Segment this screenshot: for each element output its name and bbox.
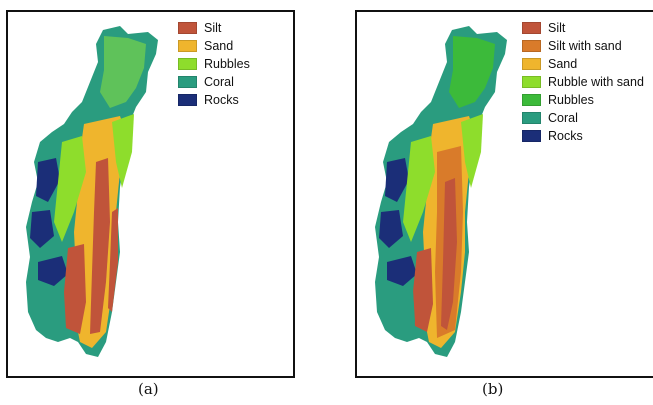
- silt-band-1: [441, 178, 457, 330]
- map-panel-b: Silt Silt with sand Sand Rubble with san…: [355, 10, 653, 378]
- legend-item: Silt: [178, 19, 250, 37]
- rubble-sand-east: [461, 114, 483, 188]
- legend-label: Rocks: [204, 93, 239, 107]
- legend-item: Rocks: [522, 127, 644, 145]
- legend-label: Sand: [204, 39, 234, 53]
- legend-label: Coral: [204, 75, 234, 89]
- legend-swatch: [522, 58, 541, 70]
- legend-swatch: [178, 94, 197, 106]
- legend-item: Sand: [178, 37, 250, 55]
- legend-item: Rocks: [178, 91, 250, 109]
- legend-item: Silt with sand: [522, 37, 644, 55]
- legend-swatch: [178, 76, 197, 88]
- legend-item: Rubbles: [178, 55, 250, 73]
- rocks-west-1: [385, 158, 409, 202]
- silt-band-3: [108, 208, 118, 312]
- caption-b: (b): [482, 380, 504, 398]
- legend-item: Coral: [522, 109, 644, 127]
- legend-label: Silt: [204, 21, 222, 35]
- legend-label: Coral: [548, 111, 578, 125]
- legend-label: Silt with sand: [548, 39, 622, 53]
- silt-band-2: [64, 244, 86, 334]
- legend-label: Sand: [548, 57, 578, 71]
- rocks-west-2: [379, 210, 403, 248]
- legend-label: Silt: [548, 21, 566, 35]
- rubbles-east: [112, 114, 134, 188]
- caption-a: (a): [138, 380, 159, 398]
- legend-item: Coral: [178, 73, 250, 91]
- legend-label: Rocks: [548, 129, 583, 143]
- rocks-west-3: [387, 256, 417, 286]
- legend-swatch: [178, 58, 197, 70]
- rocks-west-1: [36, 158, 60, 202]
- legend-b: Silt Silt with sand Sand Rubble with san…: [522, 19, 644, 145]
- legend-label: Rubbles: [548, 93, 594, 107]
- legend-swatch: [522, 40, 541, 52]
- silt-band-2: [413, 248, 433, 332]
- rubble-sand-mid: [403, 136, 435, 242]
- coral-patch: [393, 290, 415, 330]
- legend-swatch: [178, 40, 197, 52]
- legend-label: Rubble with sand: [548, 75, 644, 89]
- legend-swatch: [522, 130, 541, 142]
- rocks-west-2: [30, 210, 54, 248]
- legend-item: Rubble with sand: [522, 73, 644, 91]
- rocks-west-3: [38, 256, 68, 286]
- habitat-map-a: [26, 26, 158, 357]
- legend-item: Silt: [522, 19, 644, 37]
- legend-swatch: [522, 112, 541, 124]
- legend-item: Rubbles: [522, 91, 644, 109]
- habitat-map-b: [375, 26, 507, 357]
- silt-band-1: [90, 158, 110, 334]
- legend-swatch: [178, 22, 197, 34]
- legend-swatch: [522, 22, 541, 34]
- legend-a: Silt Sand Rubbles Coral Rocks: [178, 19, 250, 109]
- rubbles-mid: [54, 136, 86, 242]
- rubbles-north: [100, 36, 146, 108]
- legend-swatch: [522, 76, 541, 88]
- legend-item: Sand: [522, 55, 644, 73]
- rubbles-north: [449, 36, 495, 108]
- legend-label: Rubbles: [204, 57, 250, 71]
- legend-swatch: [522, 94, 541, 106]
- map-panel-a: Silt Sand Rubbles Coral Rocks: [6, 10, 295, 378]
